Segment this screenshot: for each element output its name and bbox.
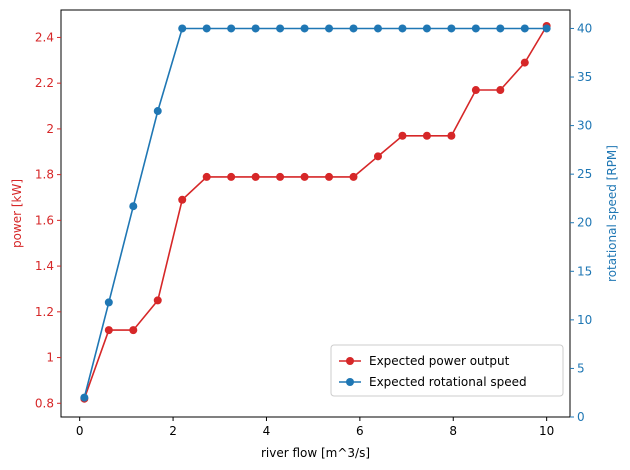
data-point (276, 172, 285, 181)
data-point (129, 326, 138, 335)
legend-item: Expected power output (339, 354, 510, 368)
legend-box (330, 344, 564, 397)
series-line (83, 25, 548, 399)
x-tick-label: 2 (169, 424, 177, 438)
data-point (178, 24, 187, 33)
right-y-tick-label: 15 (577, 264, 592, 278)
data-point (447, 24, 456, 33)
right-y-axis-label: rotational speed [RPM] (605, 145, 619, 282)
legend: Expected power output Expected rotational… (330, 344, 564, 397)
data-point (542, 24, 551, 33)
data-point (373, 152, 382, 161)
data-point (349, 172, 358, 181)
data-point (227, 24, 236, 33)
left-y-tick-label: 1.4 (35, 259, 54, 273)
left-y-tick-label: 1.2 (35, 305, 54, 319)
left-y-tick-label: 1.8 (35, 168, 54, 182)
data-point (300, 172, 309, 181)
x-tick-label: 8 (449, 424, 457, 438)
x-tick-label: 10 (539, 424, 554, 438)
left-y-axis-ticks: 0.8 1 1.2 1.4 1.6 1.8 2 2.2 2.4 (35, 30, 61, 410)
data-point (227, 172, 236, 181)
chart-marks (80, 22, 551, 403)
data-point (349, 24, 358, 33)
x-axis-label: river flow [m^3/s] (261, 446, 370, 460)
right-y-tick-label: 0 (577, 410, 585, 424)
plot-frame (60, 9, 571, 418)
right-y-tick-label: 30 (577, 119, 592, 133)
right-y-tick-label: 20 (577, 216, 592, 230)
data-point (447, 131, 456, 140)
x-tick-label: 4 (263, 424, 271, 438)
legend-marker (346, 357, 354, 365)
right-y-tick-label: 40 (577, 21, 592, 35)
x-axis-ticks: 0 2 4 6 8 10 (76, 417, 554, 438)
data-point (520, 24, 529, 33)
right-y-axis-ticks: 0 5 10 15 20 25 30 35 40 (570, 21, 592, 424)
data-point (202, 24, 211, 33)
data-point (251, 24, 260, 33)
legend-label: Expected power output (369, 354, 510, 368)
data-point (325, 172, 334, 181)
data-point (300, 24, 309, 33)
data-point (129, 202, 138, 211)
left-y-tick-label: 1 (46, 351, 54, 365)
data-point (373, 24, 382, 33)
data-point (104, 298, 113, 307)
data-point (422, 24, 431, 33)
left-y-tick-label: 2 (46, 122, 54, 136)
series-line (83, 27, 547, 398)
legend-label: Expected rotational speed (369, 375, 527, 389)
data-point (496, 24, 505, 33)
x-tick-label: 6 (356, 424, 364, 438)
data-point (471, 86, 480, 95)
legend-marker (346, 378, 354, 386)
right-y-tick-label: 25 (577, 167, 592, 181)
data-point (422, 131, 431, 140)
data-point (276, 24, 285, 33)
left-y-tick-label: 2.4 (35, 30, 54, 44)
left-y-tick-label: 1.6 (35, 213, 54, 227)
data-point (251, 172, 260, 181)
data-point (398, 24, 407, 33)
right-y-tick-label: 10 (577, 313, 592, 327)
right-y-tick-label: 5 (577, 361, 585, 375)
left-y-tick-label: 0.8 (35, 396, 54, 410)
data-point (496, 86, 505, 95)
data-point (325, 24, 334, 33)
data-point (153, 107, 162, 116)
series-1 (80, 22, 551, 403)
series-2 (80, 24, 551, 402)
data-point (398, 131, 407, 140)
data-point (153, 296, 162, 305)
left-y-tick-label: 2.2 (35, 76, 54, 90)
left-y-axis-label: power [kW] (10, 179, 24, 248)
data-point (471, 24, 480, 33)
right-y-tick-label: 35 (577, 70, 592, 84)
x-tick-label: 0 (76, 424, 84, 438)
data-point (202, 172, 211, 181)
legend-item: Expected rotational speed (339, 375, 527, 389)
data-point (80, 393, 89, 402)
data-point (520, 58, 529, 67)
data-point (104, 326, 113, 335)
data-point (178, 195, 187, 204)
